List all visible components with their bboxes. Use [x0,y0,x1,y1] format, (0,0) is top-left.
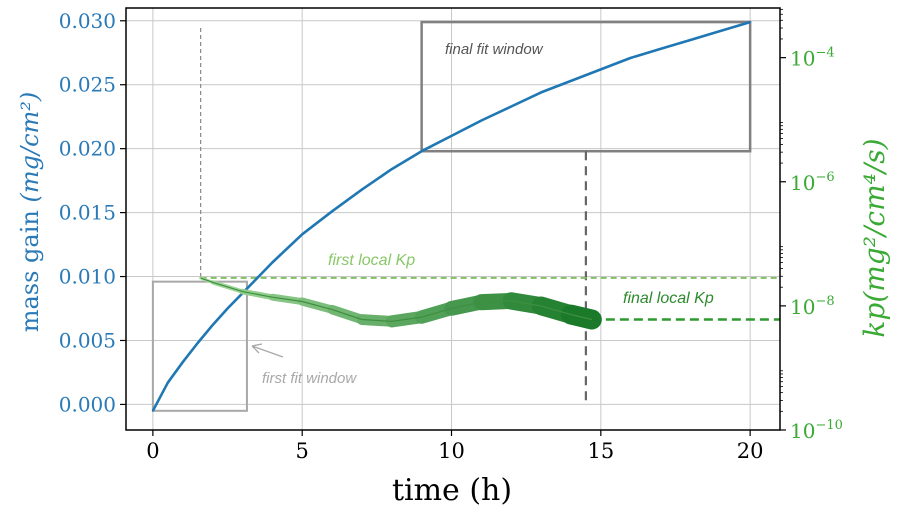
y-left-tick-label: 0.010 [59,265,116,289]
y-right-tick-label: 10−8 [790,294,835,319]
mass-gain-point [151,409,154,412]
first-fit-window-label: first fit window [262,370,357,387]
y-axis-label-left-text: mass gain [16,203,44,333]
y-axis-label-left: mass gain (mg/cm²) [16,92,44,333]
mass-gain-series-line [151,20,751,412]
x-tick-label: 10 [438,439,465,463]
mass-gain-point [599,68,602,71]
x-tick-label: 5 [296,439,309,463]
mass-gain-point [659,48,662,50]
y-left-tick-label: 0.015 [59,201,116,225]
y-axis-label-left-unit: (mg/cm²) [16,92,44,203]
mass-gain-point [331,210,333,213]
y-ticks-left: 0.000 0.005 0.010 0.015 0.020 0.025 0.030 [59,9,126,416]
x-ticks: 0 5 10 15 20 [146,430,764,463]
y-right-tick-label: 10−6 [790,170,835,195]
mass-gain-point [196,342,199,344]
y-right-tick-label: 10−4 [790,46,835,71]
plot-frame [125,7,781,431]
y-left-tick-label: 0.030 [59,9,116,33]
y-axis-label-right: kp(mg²/cm⁴/s) [858,138,891,337]
first-local-kp-label: first local Kp [328,252,415,269]
kp-series-line [200,277,593,323]
mass-gain-point [420,150,423,153]
mass-gain-point [480,119,483,122]
x-tick-label: 20 [737,439,764,463]
mass-gain-point [629,56,632,59]
grid [126,8,780,430]
y-left-tick-label: 0.005 [59,328,116,352]
y-left-tick-label: 0.000 [59,392,116,416]
final-local-kp-label: final local Kp [623,290,714,307]
mass-gain-point [510,105,513,108]
x-tick-label: 15 [587,439,614,463]
x-tick-label: 0 [146,439,159,463]
mass-gain-point [390,168,393,171]
y-right-tick-label: 10−10 [790,418,843,443]
y-left-tick-label: 0.020 [59,137,116,161]
mass-gain-point [689,39,692,41]
mass-gain-point [181,361,184,364]
mass-gain-point [361,188,363,191]
mass-gain-point [570,79,572,82]
x-axis-label: time (h) [392,473,512,508]
first-fit-window-box [151,280,248,412]
first-fit-window-arrow [251,343,284,358]
y-ticks-right: 10−10 10−8 10−6 10−4 [780,8,843,443]
final-fit-window-label: final fit window [445,41,544,58]
mass-gain-point [166,381,169,384]
mass-gain-point [749,21,752,23]
annotations [151,20,780,412]
mass-gain-point [301,233,304,236]
mass-gain-point [226,307,229,310]
series [151,20,752,412]
mass-gain-point [540,91,542,94]
y-left-tick-label: 0.025 [59,73,116,97]
mass-gain-point [271,261,274,264]
mass-gain-point [211,324,214,327]
mass-gain-point [719,30,722,32]
mass-gain-point [450,134,453,137]
